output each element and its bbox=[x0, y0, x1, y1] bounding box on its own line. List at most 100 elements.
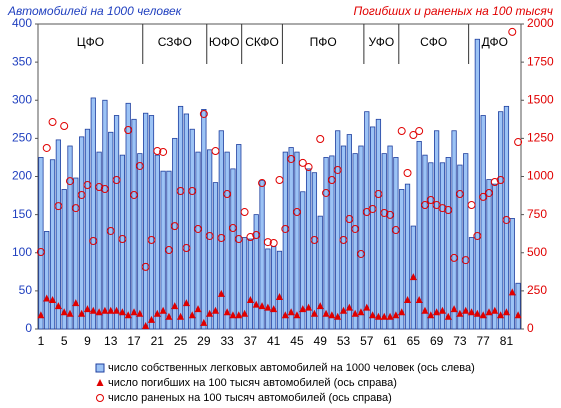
y2-tick-label: 250 bbox=[527, 283, 547, 297]
legend-label: число собственных легковых автомобилей н… bbox=[108, 362, 475, 374]
bar bbox=[49, 159, 56, 330]
bar bbox=[358, 145, 364, 330]
triangle-marker bbox=[508, 288, 516, 296]
circle-marker bbox=[339, 235, 348, 244]
triangle-marker bbox=[404, 296, 412, 304]
bar bbox=[294, 151, 300, 330]
triangle-marker bbox=[340, 306, 348, 314]
triangle-marker bbox=[270, 305, 278, 313]
triangle-marker bbox=[113, 306, 121, 314]
region-label: СФО bbox=[420, 35, 447, 49]
x-tick-label: 5 bbox=[61, 334, 68, 348]
circle-marker bbox=[112, 176, 121, 185]
bar bbox=[154, 154, 160, 330]
circle-marker bbox=[444, 206, 453, 215]
circle-marker bbox=[287, 154, 296, 163]
triangle-marker bbox=[43, 294, 51, 302]
bar bbox=[381, 153, 387, 330]
x-tick-label: 25 bbox=[174, 334, 188, 348]
triangle-marker bbox=[415, 296, 423, 304]
triangle-marker bbox=[316, 302, 324, 310]
circle-marker bbox=[211, 147, 220, 156]
bar bbox=[346, 134, 352, 330]
bar bbox=[212, 182, 219, 330]
y-tick-label: 200 bbox=[12, 169, 32, 183]
bar bbox=[253, 214, 259, 330]
triangle-marker bbox=[444, 312, 452, 320]
circle-marker bbox=[176, 186, 185, 195]
triangle-marker bbox=[49, 296, 57, 304]
circle-marker bbox=[304, 163, 313, 172]
circle-marker bbox=[496, 176, 505, 185]
triangle-marker bbox=[450, 305, 458, 313]
y-tick-label: 100 bbox=[12, 245, 32, 259]
bar bbox=[259, 179, 265, 330]
triangle-marker bbox=[433, 308, 441, 316]
bar bbox=[457, 164, 463, 330]
region-label: СЗФО bbox=[158, 35, 192, 49]
circle-marker bbox=[252, 231, 261, 240]
y2-axis-title: Погибших и раненых на 100 тысяч bbox=[354, 4, 554, 18]
triangle-marker bbox=[299, 305, 307, 313]
bar bbox=[201, 109, 207, 330]
bar bbox=[276, 250, 283, 330]
triangle-marker bbox=[380, 312, 388, 320]
triangle-marker bbox=[206, 309, 214, 317]
bar bbox=[515, 282, 521, 330]
x-tick-label: 53 bbox=[337, 334, 351, 348]
triangle-marker bbox=[217, 289, 225, 297]
circle-marker bbox=[188, 186, 197, 195]
bar bbox=[172, 137, 178, 330]
region-label: СКФО bbox=[245, 35, 279, 49]
circle-marker bbox=[153, 147, 162, 156]
triangle-marker bbox=[200, 318, 208, 326]
bar bbox=[492, 183, 498, 330]
circle-marker bbox=[345, 215, 354, 224]
bar bbox=[61, 189, 67, 330]
triangle-marker bbox=[182, 299, 190, 307]
triangle-marker bbox=[514, 311, 522, 319]
triangle-marker bbox=[54, 302, 62, 310]
triangle-marker bbox=[177, 312, 185, 320]
triangle-marker bbox=[72, 299, 80, 307]
bar bbox=[416, 141, 422, 330]
bar bbox=[102, 99, 108, 330]
triangle-marker bbox=[66, 309, 74, 317]
bar bbox=[265, 248, 271, 330]
bar bbox=[311, 172, 318, 330]
circle-marker bbox=[368, 204, 377, 213]
x-tick-label: 1 bbox=[38, 334, 45, 348]
bar bbox=[230, 168, 236, 330]
bar bbox=[183, 113, 190, 330]
triangle-marker bbox=[497, 311, 505, 319]
bar bbox=[271, 246, 277, 330]
bar bbox=[38, 157, 44, 330]
triangle-marker bbox=[235, 311, 243, 319]
triangle-marker bbox=[241, 309, 249, 317]
y-tick-label: 250 bbox=[12, 131, 32, 145]
triangle-marker bbox=[37, 311, 45, 319]
bar bbox=[434, 130, 440, 330]
legend-label: число раненых на 100 тысяч автомобилей (… bbox=[108, 392, 392, 404]
triangle-marker bbox=[328, 311, 336, 319]
triangle-marker bbox=[229, 311, 237, 319]
circle-marker bbox=[316, 134, 325, 143]
y2-tick-label: 1250 bbox=[527, 131, 554, 145]
legend-swatch bbox=[96, 379, 104, 386]
bar bbox=[148, 115, 155, 330]
legend-label: число погибших на 100 тысяч автомобилей … bbox=[108, 377, 397, 389]
bar bbox=[486, 179, 492, 330]
x-tick-label: 41 bbox=[267, 334, 281, 348]
triangle-marker bbox=[310, 309, 318, 317]
bar bbox=[90, 97, 96, 330]
triangle-marker bbox=[462, 306, 470, 314]
circle-marker bbox=[322, 188, 331, 197]
triangle-marker bbox=[351, 309, 359, 317]
region-label: ДФО bbox=[482, 35, 508, 49]
bar bbox=[335, 130, 341, 330]
triangle-marker bbox=[374, 312, 382, 320]
circle-marker bbox=[228, 224, 237, 233]
circle-marker bbox=[164, 246, 173, 255]
y-tick-label: 400 bbox=[12, 16, 32, 30]
bar bbox=[218, 130, 224, 330]
